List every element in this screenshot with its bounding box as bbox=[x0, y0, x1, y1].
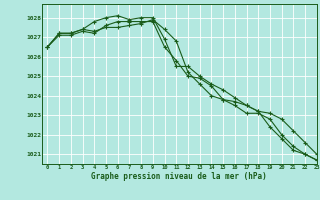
X-axis label: Graphe pression niveau de la mer (hPa): Graphe pression niveau de la mer (hPa) bbox=[91, 172, 267, 181]
